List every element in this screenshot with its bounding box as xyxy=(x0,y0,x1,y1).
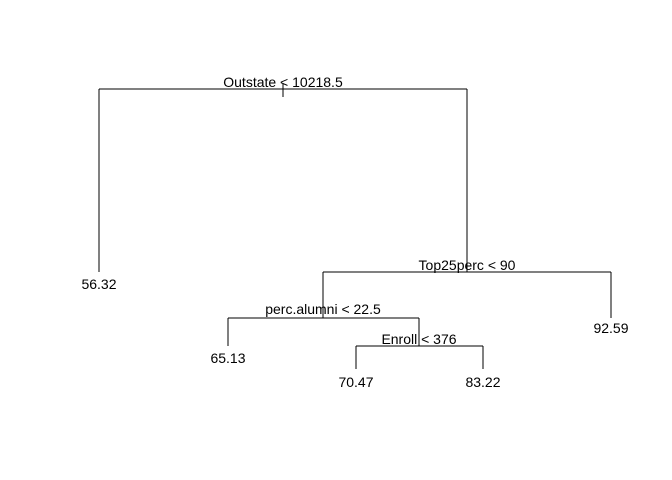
split-label-perc-alumni: perc.alumni < 22.5 xyxy=(265,301,381,317)
leaf-value: 65.13 xyxy=(210,350,245,366)
leaf-value: 83.22 xyxy=(465,374,500,390)
split-label-outstate: Outstate < 10218.5 xyxy=(223,74,343,90)
split-label-top25perc: Top25perc < 90 xyxy=(419,257,516,273)
leaf-value: 56.32 xyxy=(81,276,116,292)
split-label-enroll: Enroll < 376 xyxy=(381,331,456,347)
leaf-value: 70.47 xyxy=(338,374,373,390)
leaf-value: 92.59 xyxy=(593,320,628,336)
